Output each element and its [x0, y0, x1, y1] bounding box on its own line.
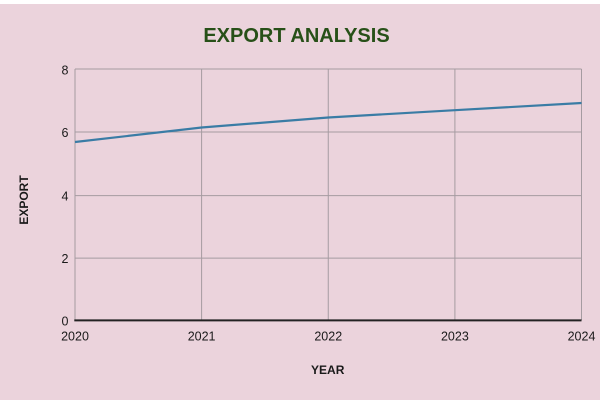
- svg-text:EXPORT ANALYSIS: EXPORT ANALYSIS: [203, 25, 389, 47]
- svg-text:6: 6: [62, 126, 69, 140]
- svg-text:2024: 2024: [568, 329, 596, 343]
- svg-text:2023: 2023: [441, 329, 469, 343]
- svg-text:YEAR: YEAR: [311, 363, 345, 377]
- svg-text:2: 2: [62, 252, 69, 266]
- svg-text:EXPORT: EXPORT: [17, 175, 31, 225]
- svg-text:2021: 2021: [188, 329, 216, 343]
- svg-text:2022: 2022: [314, 329, 342, 343]
- svg-text:4: 4: [62, 189, 69, 203]
- svg-text:2020: 2020: [61, 329, 89, 343]
- svg-text:8: 8: [62, 63, 69, 77]
- svg-text:0: 0: [62, 315, 69, 329]
